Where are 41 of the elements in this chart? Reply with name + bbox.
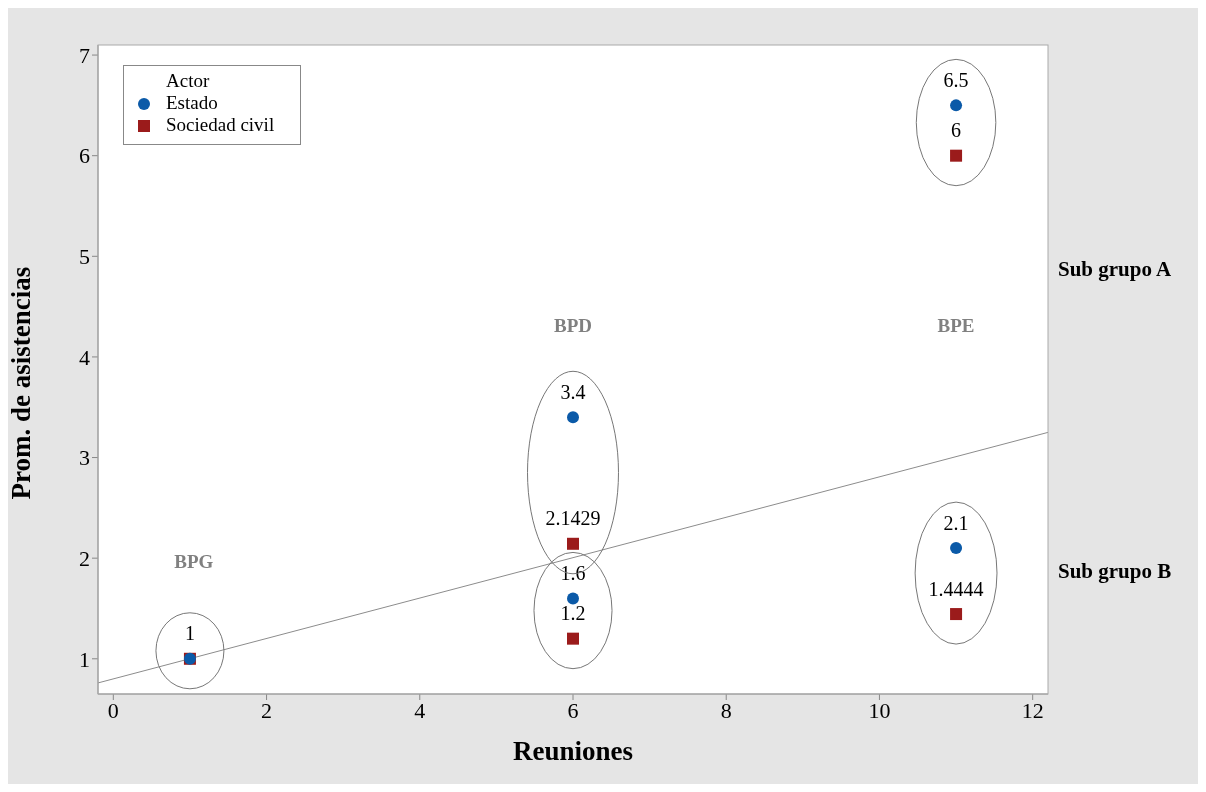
point — [567, 632, 579, 645]
x-tick-label: 10 — [868, 697, 891, 723]
x-tick-label: 4 — [414, 697, 426, 723]
text: Sub grupo A — [1058, 257, 1173, 282]
y-axis-title: Prom. de asistencias — [5, 266, 36, 500]
x-tick-label: 6 — [567, 697, 579, 723]
annotation: BPG — [174, 551, 214, 573]
x-tick-label: 2 — [261, 697, 273, 723]
x-axis-title: Reuniones — [512, 736, 634, 766]
data-label: 2.1429 — [545, 507, 601, 530]
data-label: 6 — [951, 119, 962, 142]
y-tick-label: 6 — [79, 143, 90, 169]
text: Sub grupo B — [1058, 559, 1172, 584]
data-label: 1.6 — [560, 561, 586, 584]
point — [950, 542, 963, 555]
y-tick-label: 2 — [79, 545, 90, 571]
point — [950, 99, 963, 112]
data-label: 1.2 — [560, 602, 586, 625]
data-label: 2.1 — [943, 511, 969, 534]
legend-label: Sociedad civil — [166, 114, 275, 136]
point — [567, 411, 579, 424]
point — [567, 592, 579, 605]
y-tick-label: 1 — [79, 646, 90, 672]
y-tick-label: 5 — [79, 244, 90, 270]
x-tick-label: 12 — [1021, 697, 1044, 723]
data-label: 1.4444 — [928, 577, 984, 600]
y-tick-label: 4 — [79, 344, 90, 370]
annotation: BPD — [554, 314, 592, 336]
x-tick-label: 0 — [107, 697, 119, 723]
x-tick-label: 8 — [720, 697, 732, 723]
legend-title: Actor — [165, 70, 211, 92]
point — [567, 537, 579, 550]
data-label: 3.4 — [560, 380, 586, 403]
point — [950, 149, 963, 162]
y-tick-label: 3 — [79, 445, 90, 471]
data-label: 1 — [184, 622, 195, 645]
point — [950, 608, 963, 621]
annotation: BPE — [937, 314, 975, 336]
y-tick-label: 7 — [79, 42, 90, 68]
legend-label: Estado — [166, 92, 218, 114]
data-label: 6.5 — [943, 68, 969, 91]
